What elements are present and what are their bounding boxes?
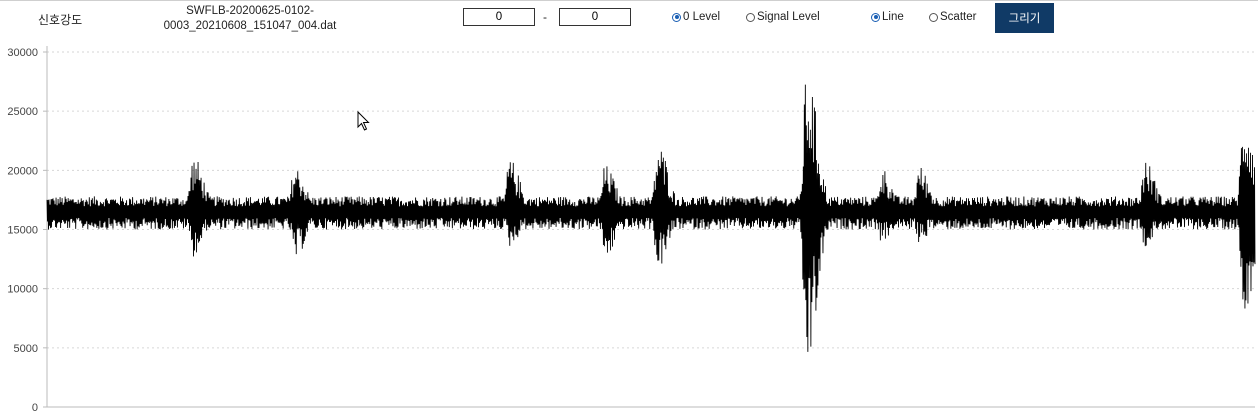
signal-chart: 0 5000 10000 15000 20000 25000 30000 — [7, 46, 1256, 414]
radio-line[interactable]: Line — [871, 11, 904, 23]
radio-zero-level-indicator[interactable] — [672, 12, 681, 22]
radio-signal-level[interactable]: Signal Level — [746, 11, 820, 23]
range-separator: - — [543, 10, 547, 24]
radio-line-label: Line — [882, 11, 904, 23]
mouse-cursor-icon — [357, 110, 370, 131]
y-axis: 0 5000 10000 15000 20000 25000 30000 — [7, 46, 1255, 414]
toolbar: 신호강도 SWFLB-20200625-0102- 0003_20210608_… — [0, 0, 1258, 36]
signal-line — [46, 84, 1256, 352]
y-tick-label: 20000 — [7, 165, 38, 177]
radio-signal-level-label: Signal Level — [757, 11, 820, 23]
signal-series — [46, 84, 1256, 352]
file-name-line-1: SWFLB-20200625-0102- — [186, 5, 314, 17]
radio-signal-level-indicator[interactable] — [746, 12, 755, 22]
signal-strength-label: 신호강도 — [38, 13, 83, 27]
radio-scatter-indicator[interactable] — [929, 12, 938, 22]
range-to-input[interactable] — [559, 8, 631, 26]
y-tick-label: 25000 — [7, 106, 38, 118]
grid-lines — [47, 51, 1255, 349]
y-tick-label: 0 — [32, 402, 38, 414]
radio-zero-level-label: 0 Level — [683, 11, 721, 23]
y-tick-label: 5000 — [14, 343, 38, 355]
range-from-input[interactable] — [463, 8, 535, 26]
draw-button[interactable]: 그리기 — [995, 3, 1054, 33]
radio-zero-level[interactable]: 0 Level — [672, 11, 720, 23]
radio-line-indicator[interactable] — [871, 12, 880, 22]
file-name: SWFLB-20200625-0102- 0003_20210608_15104… — [150, 4, 350, 34]
radio-scatter-label: Scatter — [940, 11, 977, 23]
y-tick-label: 10000 — [7, 284, 38, 296]
file-name-line-2: 0003_20210608_151047_004.dat — [163, 20, 337, 32]
y-tick-label: 30000 — [7, 47, 38, 59]
radio-scatter[interactable]: Scatter — [929, 11, 976, 23]
y-tick-label: 15000 — [7, 225, 38, 237]
